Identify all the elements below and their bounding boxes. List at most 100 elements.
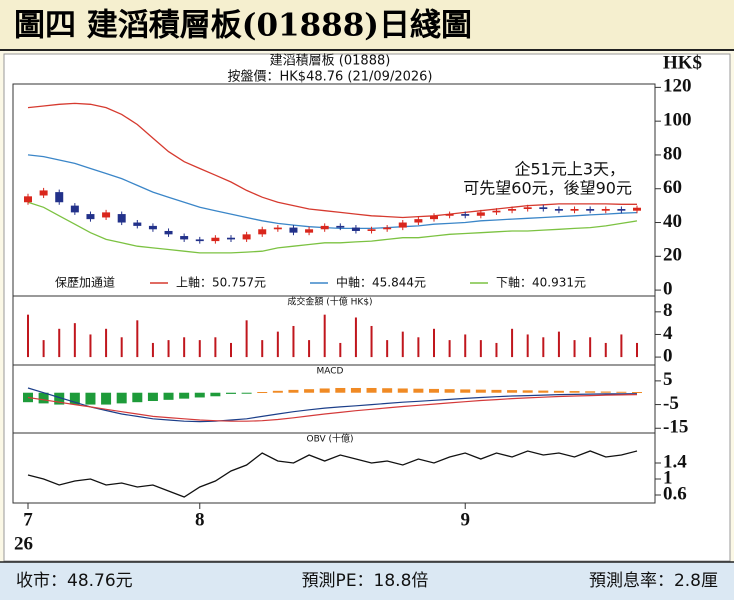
- annotation: 可先望60元，後望90元: [463, 179, 632, 198]
- histogram-bar: [632, 392, 642, 394]
- bar: [417, 337, 420, 358]
- bar: [245, 320, 248, 358]
- candle-body: [242, 234, 251, 240]
- bar: [479, 340, 482, 358]
- histogram-bar: [101, 392, 112, 405]
- bar: [448, 340, 451, 358]
- histogram-bar: [194, 392, 205, 398]
- footer-close: 收市：48.76元: [16, 571, 133, 591]
- candle-body: [180, 236, 189, 240]
- histogram-bar: [382, 388, 393, 393]
- header-bg: [0, 0, 734, 50]
- candle-body: [367, 229, 376, 231]
- candle-body: [273, 227, 282, 230]
- histogram-bar: [538, 390, 549, 393]
- y-tick-label: 120: [663, 76, 692, 97]
- panel-frame: [12, 432, 656, 504]
- chart-area: [3, 53, 731, 562]
- bar: [230, 342, 232, 358]
- y-tick-label: -15: [663, 417, 688, 438]
- bar: [370, 325, 373, 358]
- chart-subtitle: 按盤價：HK$48.76 (21/09/2026): [228, 70, 433, 85]
- legend-label: 上軸：50.757元: [176, 276, 266, 290]
- histogram-bar: [350, 387, 361, 393]
- candle-body: [554, 209, 563, 211]
- candle-body: [492, 210, 501, 213]
- bar: [105, 328, 108, 358]
- bar: [433, 328, 435, 358]
- histogram-bar: [147, 392, 158, 402]
- histogram-bar: [475, 389, 486, 393]
- bar: [183, 337, 186, 358]
- panel-title: 成交金額 (十億 HK$): [287, 296, 372, 308]
- x-year-label: 26: [14, 533, 33, 554]
- y-unit-label: HK$: [663, 52, 702, 73]
- histogram-bar: [616, 391, 627, 393]
- candle-body: [24, 196, 32, 203]
- bar: [261, 340, 264, 358]
- bar: [526, 334, 529, 358]
- candle-body: [148, 225, 157, 230]
- bar: [198, 340, 201, 358]
- line: [27, 154, 638, 230]
- histogram-bar: [38, 392, 49, 404]
- histogram-bar: [23, 392, 33, 403]
- histogram-bar: [413, 388, 424, 393]
- candle-body: [305, 229, 314, 233]
- candle-body: [102, 212, 111, 218]
- footer-bg: [0, 562, 734, 600]
- candle-body: [258, 229, 267, 235]
- candle-body: [351, 227, 360, 231]
- bar: [292, 325, 295, 358]
- y-tick-label: 0: [663, 345, 673, 366]
- y-tick-label: 0: [663, 278, 673, 299]
- histogram-bar: [507, 390, 518, 393]
- candle-body: [289, 227, 298, 233]
- bar: [589, 337, 592, 358]
- bar: [495, 342, 498, 358]
- candle-body: [227, 237, 235, 240]
- y-tick-label: 0.6: [663, 483, 687, 504]
- histogram-bar: [569, 391, 580, 393]
- bar: [573, 340, 576, 358]
- candle-body: [398, 222, 407, 228]
- candle-body: [476, 212, 485, 216]
- bar: [42, 340, 45, 358]
- candle-body: [601, 209, 610, 211]
- bar: [167, 340, 170, 358]
- y-tick-label: -5: [663, 393, 679, 414]
- y-tick-label: 1.4: [663, 451, 687, 472]
- legend-label: 中軸：45.844元: [336, 275, 426, 290]
- candle-body: [39, 190, 48, 196]
- footer-pe: 預測PE：18.8倍: [302, 571, 429, 591]
- candle-body: [445, 214, 454, 216]
- bar: [401, 331, 404, 358]
- bar: [354, 317, 357, 358]
- histogram-bar: [460, 389, 471, 393]
- candle-body: [211, 237, 220, 242]
- bar: [214, 337, 217, 358]
- histogram-bar: [304, 389, 315, 393]
- line: [27, 450, 638, 498]
- y-tick-label: 20: [663, 245, 682, 266]
- candle-body: [133, 222, 142, 226]
- candle-body: [164, 230, 173, 235]
- line: [27, 387, 638, 423]
- candle-body: [336, 225, 345, 228]
- bar: [620, 334, 623, 358]
- histogram-bar: [241, 392, 252, 394]
- bar: [636, 342, 638, 358]
- candle-body: [570, 209, 579, 211]
- histogram-bar: [429, 388, 439, 393]
- candle-body: [70, 205, 79, 213]
- candle-body: [617, 209, 626, 211]
- y-tick-label: 40: [663, 211, 682, 232]
- histogram-bar: [553, 390, 564, 393]
- bar: [386, 340, 389, 358]
- candle-body: [414, 219, 423, 223]
- bar: [120, 337, 123, 358]
- footer-yield: 預測息率：2.8厘: [589, 571, 718, 591]
- panel-title: OBV (十億): [306, 433, 353, 445]
- x-tick-label: 8: [195, 509, 205, 530]
- histogram-bar: [179, 392, 190, 399]
